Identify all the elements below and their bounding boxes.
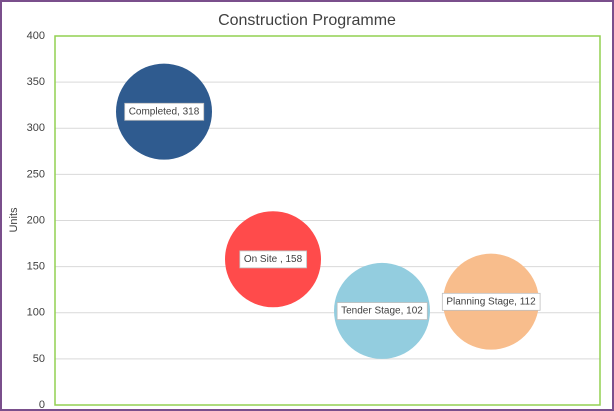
y-tick-label: 350	[27, 76, 45, 88]
data-label: On Site , 158	[244, 254, 303, 265]
data-label-box	[239, 250, 308, 269]
y-tick-label: 100	[27, 307, 45, 319]
data-label-box	[336, 302, 428, 320]
y-tick-label: 400	[27, 30, 45, 42]
y-tick-label: 250	[27, 168, 45, 180]
y-tick-label: 0	[39, 399, 45, 411]
y-tick-label: 150	[27, 261, 45, 273]
y-tick-label: 200	[27, 214, 45, 226]
data-label: Completed, 318	[129, 106, 200, 117]
data-label: Planning Stage, 112	[446, 296, 536, 307]
plot-border	[54, 35, 601, 406]
data-label-box	[124, 102, 205, 121]
y-tick-label: 50	[33, 353, 45, 365]
y-tick-label: 300	[27, 122, 45, 134]
y-axis-label: Units	[8, 207, 20, 233]
data-label-box	[441, 292, 541, 311]
chart-title: Construction Programme	[218, 12, 396, 29]
data-label: Tender Stage, 102	[341, 306, 423, 317]
